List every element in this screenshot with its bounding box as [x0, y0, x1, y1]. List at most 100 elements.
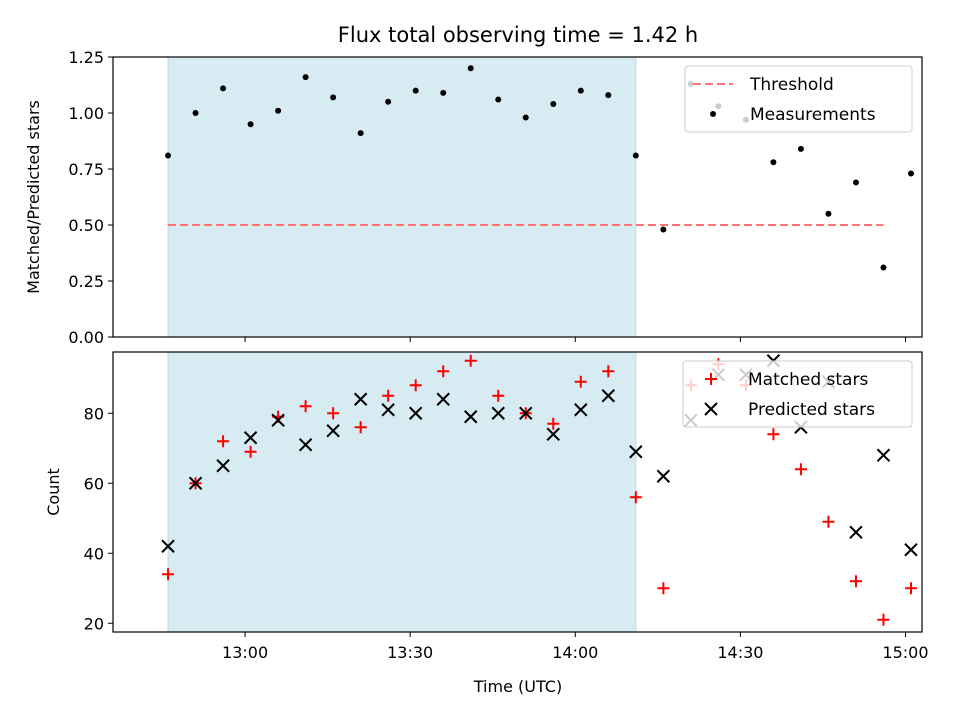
predicted-point [519, 406, 533, 420]
matched-point [629, 491, 642, 504]
measurement-point [632, 152, 639, 159]
y-tick-label: 1.00 [68, 104, 104, 123]
predicted-point [243, 431, 258, 445]
measurement-point [550, 101, 557, 108]
top-legend: Threshold Measurements [684, 65, 913, 133]
legend-matched-swatch [705, 373, 717, 385]
y-tick-label: 40 [84, 544, 104, 563]
measurement-point [412, 87, 419, 94]
bottom-legend-box [682, 360, 913, 428]
predicted-point [271, 413, 285, 427]
matched-point [657, 582, 670, 595]
measurement-point [247, 121, 254, 128]
predicted-point-b [656, 469, 671, 483]
matched-point [492, 389, 505, 402]
measurement-point [385, 98, 392, 105]
predicted-point-b [436, 392, 450, 406]
matched-point [382, 389, 395, 402]
bottom-axes-frame [112, 351, 923, 633]
y-tick-label: 0.50 [68, 216, 104, 235]
matched-point [794, 463, 807, 476]
predicted-point [298, 438, 313, 452]
y-tick-label: 80 [84, 404, 104, 423]
predicted-point [629, 445, 643, 459]
matched-point [354, 421, 367, 434]
measurement-point [330, 94, 337, 101]
top-panel: Flux total observing time = 1.42 h 0.000… [24, 23, 923, 347]
top-shaded-span [167, 56, 637, 338]
predicted-point [876, 448, 891, 462]
predicted-point [904, 543, 918, 557]
predicted-point-b [188, 476, 203, 490]
measurement-point [165, 152, 172, 159]
legend-matched-label: Matched stars [748, 370, 868, 390]
measurement-point [467, 65, 474, 72]
measurement-point [907, 170, 914, 177]
predicted-point-b [546, 427, 560, 441]
predicted-point [216, 459, 230, 473]
top-axes-frame [112, 56, 923, 338]
matched-point [904, 582, 917, 595]
matched-point [299, 400, 312, 413]
predicted-point-b [849, 525, 863, 539]
matched-point [602, 365, 615, 378]
measurement-point [302, 74, 309, 81]
measurement-point [275, 107, 282, 114]
bottom-y-axis-label: Count [44, 468, 63, 516]
predicted-point [381, 403, 395, 417]
matched-point [767, 428, 780, 441]
measurement-point [880, 264, 887, 271]
x-tick-label: 14:30 [717, 643, 763, 662]
predicted-point-b [574, 403, 588, 417]
predicted-point-b [904, 543, 918, 557]
predicted-point-b [243, 431, 258, 445]
measurement-point [770, 159, 777, 166]
x-tick-label: 13:00 [222, 643, 268, 662]
y-tick-label: 0.00 [68, 328, 104, 347]
legend-predicted-label: Predicted stars [748, 400, 875, 420]
matched-point [217, 435, 230, 448]
predicted-point-b [216, 459, 230, 473]
measurement-point [192, 110, 199, 116]
measurement-point [220, 85, 227, 92]
matched-point [574, 375, 587, 388]
predicted-point-b [353, 392, 368, 406]
y-tick-label: 0.75 [68, 160, 104, 179]
matched-point [437, 365, 450, 378]
measurement-point [605, 92, 612, 99]
predicted-point-b [464, 410, 478, 424]
predicted-point [656, 469, 671, 483]
predicted-point-b [161, 539, 175, 553]
measurement-point [495, 96, 502, 103]
predicted-point [849, 525, 863, 539]
matched-points [162, 354, 917, 626]
x-axis-label: Time (UTC) [473, 677, 562, 696]
predicted-point [546, 427, 560, 441]
matched-point [822, 515, 835, 528]
x-tick-label: 15:00 [882, 643, 928, 662]
measurement-point [440, 89, 447, 96]
x-tick-label: 13:30 [387, 643, 433, 662]
bottom-panel: 20 40 60 80 13:00 13:30 14:00 14:30 15:00 Count… [44, 351, 929, 696]
legend-measurements-swatch [710, 111, 716, 117]
matched-point [244, 445, 257, 458]
top-legend-box [684, 65, 913, 133]
legend-predicted-swatch [704, 402, 718, 416]
predicted-point-b [408, 406, 423, 420]
bottom-x-ticks: 13:00 13:30 14:00 14:30 15:00 [222, 632, 929, 662]
predicted-point [436, 392, 450, 406]
predicted-point-b [519, 406, 533, 420]
matched-point [464, 354, 477, 367]
matched-point [327, 407, 340, 420]
predicted-point [574, 403, 588, 417]
matched-point [849, 575, 862, 588]
predicted-point-b [381, 403, 395, 417]
predicted-point-b [491, 406, 505, 420]
predicted-point-b [876, 448, 891, 462]
y-tick-label: 20 [84, 614, 104, 633]
y-tick-label: 1.25 [68, 48, 104, 67]
bottom-shaded-span [167, 351, 637, 633]
measurement-point [577, 87, 584, 94]
measurement-point [797, 145, 804, 152]
